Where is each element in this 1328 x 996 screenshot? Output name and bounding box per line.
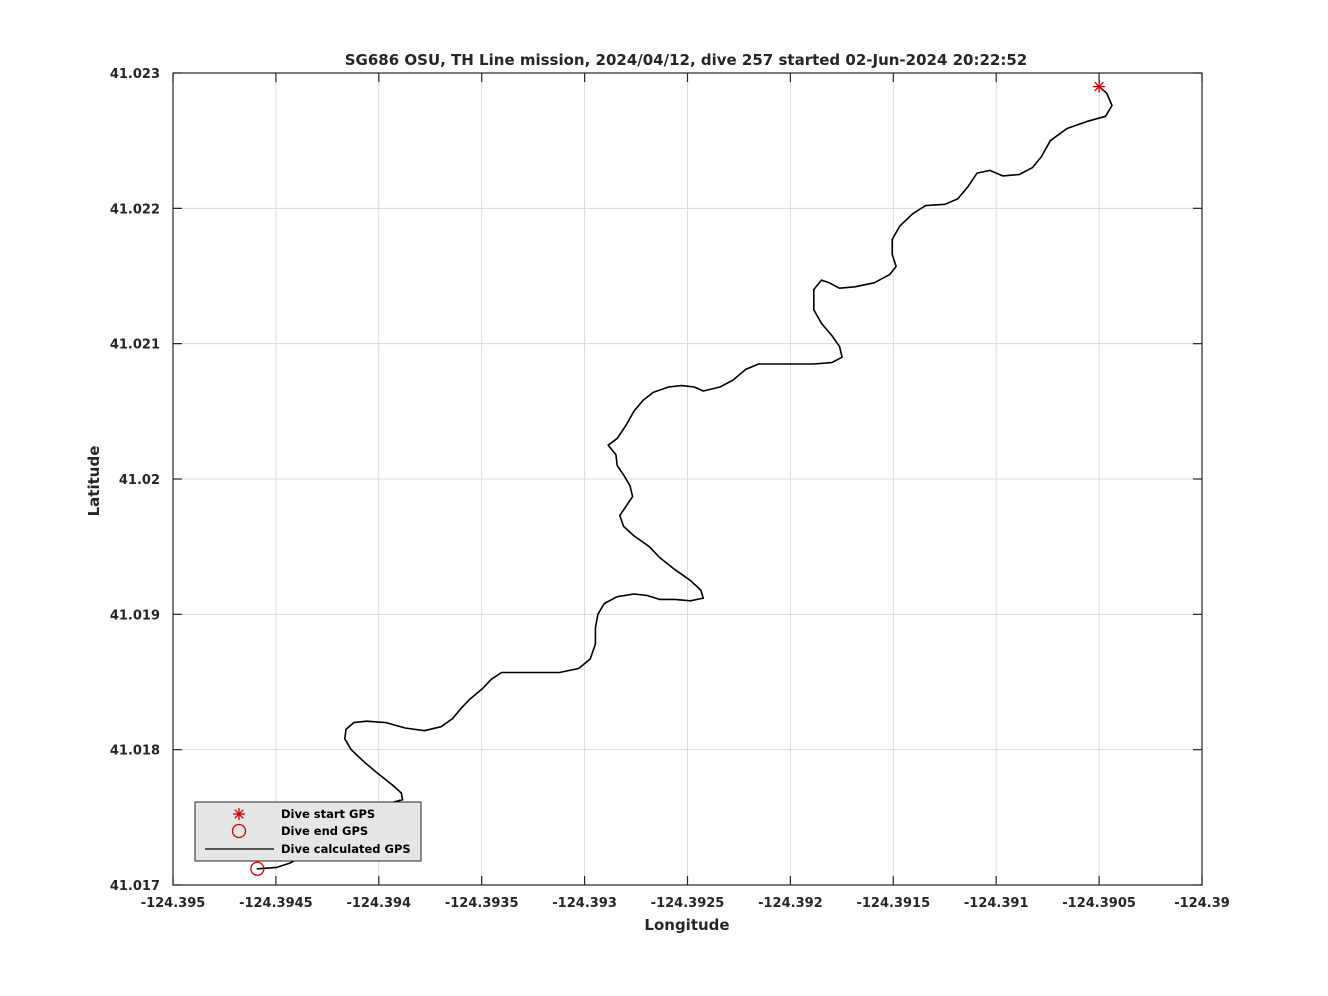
y-tick-labels: 41.017 41.018 41.019 41.02 41.021 41.022 41.02…: [110, 67, 160, 894]
x-tick-label: -124.393: [552, 896, 617, 911]
x-tick-label: -124.394: [346, 896, 411, 911]
x-tick-label: -124.3925: [651, 896, 725, 911]
y-tick-label: 41.017: [110, 879, 160, 894]
legend: Dive start GPS Dive end GPS Dive calcula…: [194, 801, 422, 862]
x-tick-label: -124.395: [141, 896, 206, 911]
legend-end-circle-icon: [231, 823, 247, 839]
x-tick-label: -124.3915: [856, 896, 930, 911]
chart-title: SG686 OSU, TH Line mission, 2024/04/12, …: [345, 51, 1028, 69]
dive-track-layer: [256, 85, 1113, 870]
y-tick-label: 41.022: [110, 202, 160, 217]
y-tick-label: 41.02: [119, 473, 160, 488]
dive-track-line: [256, 85, 1113, 870]
gps-marker-layer: [250, 80, 1106, 876]
y-gridlines: [173, 207, 1202, 751]
x-tick-labels: -124.395 -124.3945 -124.394 -124.3935 -124.3…: [141, 896, 1230, 911]
x-tick-label: -124.3905: [1062, 896, 1136, 911]
legend-start-asterisk-icon: [233, 808, 245, 820]
x-tick-label: -124.3935: [445, 896, 519, 911]
legend-label-track: Dive calculated GPS: [281, 842, 411, 856]
y-axis-label: Latitude: [85, 446, 103, 517]
dive-start-marker: [1093, 80, 1106, 93]
x-tick-label: -124.392: [758, 896, 823, 911]
x-tick-label: -124.39: [1174, 896, 1230, 911]
y-tick-label: 41.021: [110, 338, 160, 353]
y-tick-label: 41.023: [110, 67, 160, 82]
x-tick-label: -124.3945: [239, 896, 313, 911]
legend-label-end: Dive end GPS: [281, 824, 368, 838]
y-tick-label: 41.018: [110, 744, 160, 759]
y-tick-label: 41.019: [110, 608, 160, 623]
x-tick-label: -124.391: [964, 896, 1029, 911]
legend-label-start: Dive start GPS: [281, 807, 375, 821]
axis-ticks: [172, 72, 1203, 886]
x-axis-label: Longitude: [644, 916, 729, 934]
dive-end-marker: [250, 861, 265, 876]
